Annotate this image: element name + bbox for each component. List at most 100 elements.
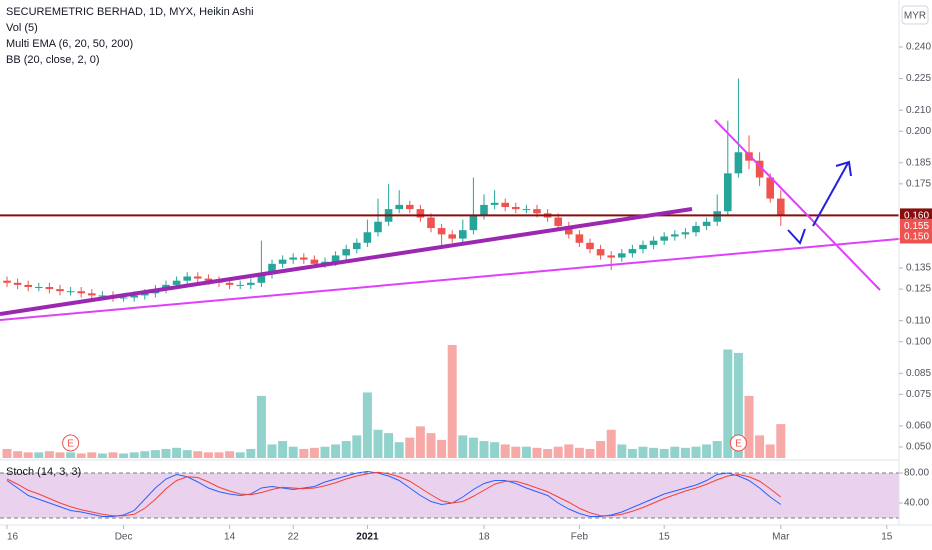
volume-bar — [596, 441, 606, 458]
candle-body — [289, 257, 297, 260]
volume-bar — [299, 448, 309, 458]
volume-bar — [405, 437, 415, 458]
plot — [0, 78, 899, 519]
candle-body — [565, 225, 573, 235]
volume-bar — [129, 452, 139, 458]
stoch-band-fill — [0, 473, 899, 518]
volume-bar — [341, 441, 351, 458]
volume-bar — [532, 447, 542, 458]
volume-bar — [87, 452, 97, 458]
candle-body — [628, 249, 637, 254]
earnings-marker — [62, 434, 80, 452]
candle-body — [448, 234, 456, 239]
volume-bar — [256, 395, 266, 458]
trendline — [714, 119, 881, 291]
x-tick-label: Mar — [772, 532, 790, 543]
stoch-label: Stoch (14, 3, 3) — [6, 466, 81, 478]
volume-bar — [649, 447, 659, 458]
candle-body — [533, 209, 541, 214]
y-tick-label: 0.060 — [906, 421, 931, 432]
candle-body — [755, 160, 764, 178]
arrow-up — [812, 162, 849, 227]
volume-bar — [384, 433, 394, 458]
volume-bar — [543, 448, 553, 458]
price-label: 0.150 — [904, 232, 929, 243]
earnings-label: E — [735, 439, 742, 450]
volume-bar — [55, 452, 65, 458]
y-tick-label: 0.075 — [906, 389, 931, 400]
candle-body — [713, 211, 721, 222]
volume-bar — [161, 448, 171, 458]
candle-body — [225, 282, 234, 285]
volume-bar — [744, 395, 754, 458]
volume-bar — [362, 392, 372, 458]
candle-body — [247, 282, 255, 285]
currency[interactable]: MYR — [904, 11, 926, 22]
volume-bar — [23, 452, 33, 458]
candle-body — [204, 278, 213, 281]
candle-body — [77, 291, 85, 294]
candle-body — [300, 257, 308, 260]
volume-bar — [659, 448, 669, 458]
candle-body — [35, 287, 43, 288]
volume-bar — [723, 349, 733, 458]
volume-bar — [288, 446, 298, 458]
y-tick-label: 0.135 — [906, 263, 931, 274]
candle-body — [363, 232, 372, 243]
indicator-label: BB (20, close, 2, 0) — [6, 54, 100, 66]
volume-bar — [755, 435, 765, 458]
volume-bar — [458, 435, 468, 458]
volume-bar — [511, 446, 521, 458]
price-label: 0.155 — [904, 221, 929, 232]
y-tick-label: 0.200 — [906, 126, 931, 137]
candle-body — [183, 276, 191, 281]
volume-bar — [352, 435, 362, 458]
volume-bar — [309, 447, 319, 458]
candle-body — [596, 249, 605, 256]
y-tick-label: 0.240 — [906, 42, 931, 53]
volume-bar — [66, 452, 76, 458]
volume-bar — [500, 444, 510, 458]
candle-body — [342, 249, 350, 256]
y-tick-label: 0.100 — [906, 336, 931, 347]
candle-body — [586, 242, 594, 250]
candle-body — [119, 297, 128, 299]
drawings — [0, 119, 932, 321]
volume-bar — [320, 446, 330, 458]
candle-body — [522, 209, 531, 211]
indicator-label: Vol (5) — [6, 22, 38, 34]
candle-body — [745, 152, 753, 161]
candle-body — [278, 259, 287, 264]
candle-body — [194, 276, 202, 279]
y-tick-label: 0.085 — [906, 368, 931, 379]
volume-bar — [193, 451, 203, 458]
volume-bar — [214, 452, 224, 458]
volume-bar — [617, 444, 627, 458]
volume-bar — [331, 444, 341, 458]
candle-body — [459, 230, 467, 239]
volume-bar — [765, 444, 775, 458]
volume-bar — [225, 451, 235, 458]
volume-bar — [235, 452, 245, 458]
volume-bar — [172, 447, 182, 458]
candle-body — [649, 240, 658, 245]
candle-body — [331, 255, 340, 262]
candle-body — [702, 221, 711, 226]
volume-bar — [373, 429, 383, 458]
x-tick-label: 15 — [659, 532, 671, 543]
volume-bar — [776, 424, 786, 458]
volume-bar — [76, 453, 86, 458]
x-tick-label: 2021 — [356, 532, 379, 543]
candle-body — [427, 217, 435, 229]
candle-body — [501, 202, 509, 207]
volume-bar — [119, 453, 129, 458]
candle-body — [374, 221, 382, 233]
candle-body — [56, 289, 64, 292]
currency-box[interactable] — [901, 5, 929, 25]
earnings-label: E — [67, 439, 74, 450]
volume-bar — [680, 447, 690, 458]
symbol-title: SECUREMETRIC BERHAD, 1D, MYX, Heikin Ash… — [6, 6, 254, 18]
candle-body — [554, 217, 562, 226]
